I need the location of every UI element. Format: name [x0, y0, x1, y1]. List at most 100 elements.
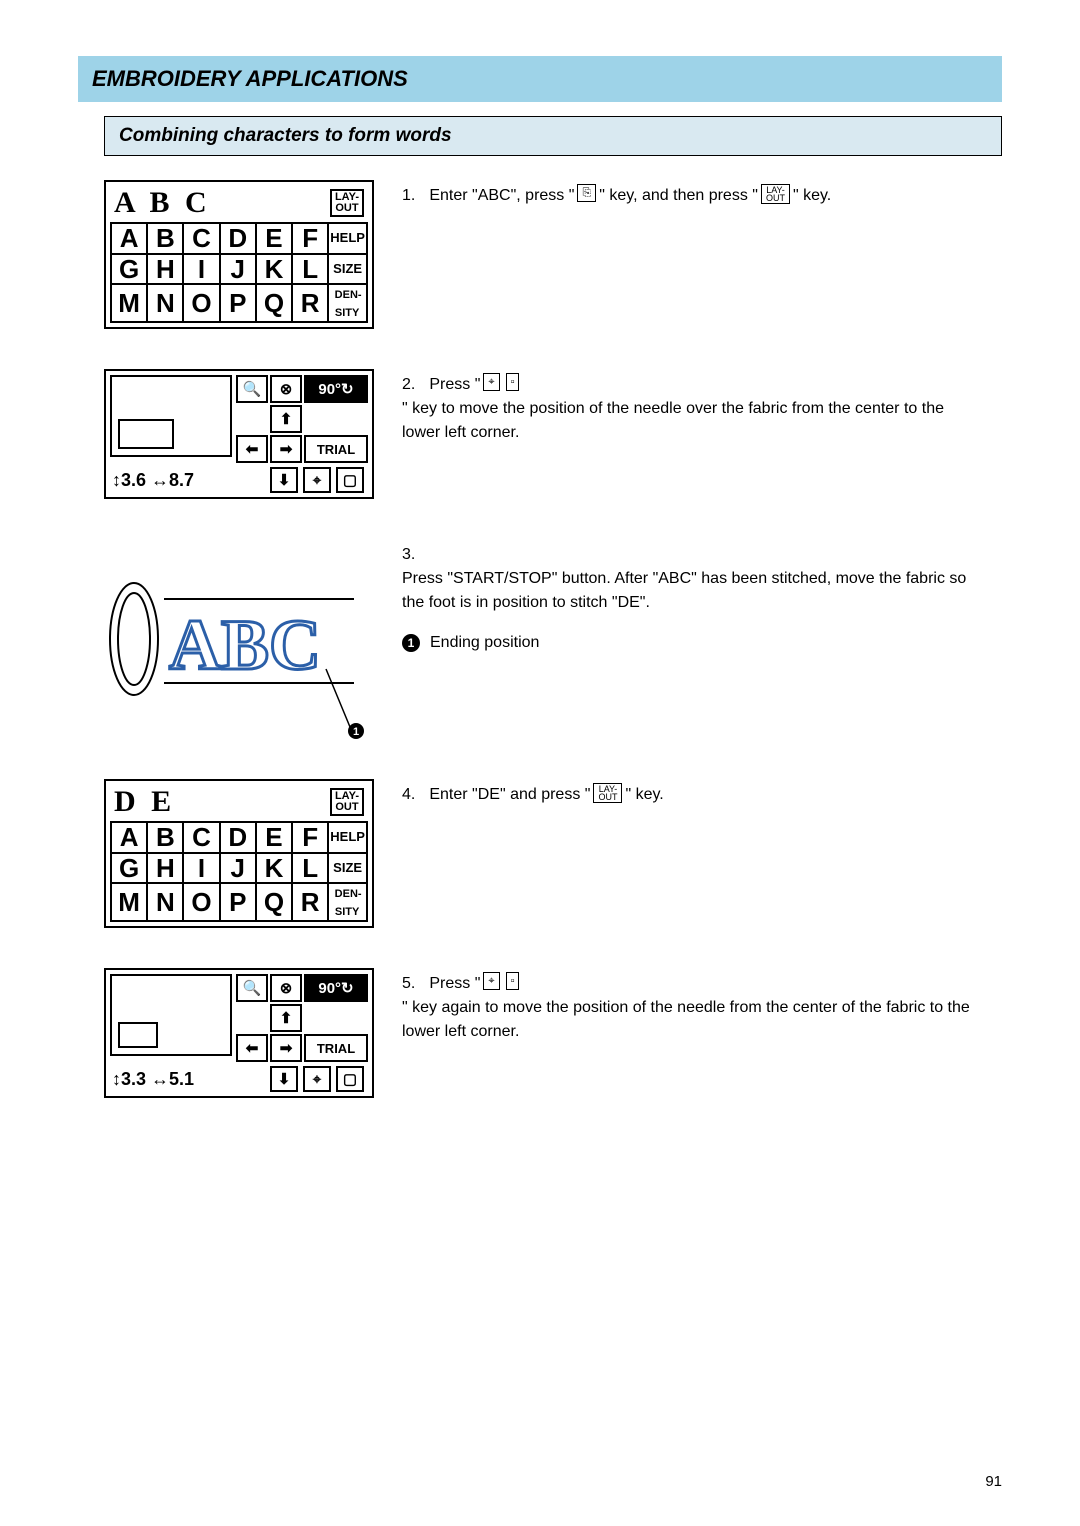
s4-p2: " key. [625, 783, 663, 807]
char-J: J [231, 254, 245, 284]
char-D: D [228, 223, 247, 253]
char-O-2: O [191, 887, 211, 917]
char-G: G [119, 254, 139, 284]
char-B: B [156, 223, 175, 253]
arrow-left-icon: ⬅ [236, 435, 268, 463]
char-G-2: G [119, 853, 139, 883]
step-3-row: ABC 1 3. Press "START/STOP" button. Afte… [104, 539, 976, 739]
trial-button: TRIAL [304, 435, 368, 463]
arrow-right-icon-2: ➡ [270, 1034, 302, 1062]
char-K: K [265, 254, 284, 284]
step-5-text: 5. Press " ⌖ ▫ " key again to move the p… [402, 968, 976, 1044]
char-M-2: M [118, 887, 140, 917]
layout-key-icon: LAY- OUT [761, 184, 790, 204]
magnify-icon-2: 🔍 [236, 974, 268, 1002]
arrow-down-icon: ⬇ [270, 467, 298, 493]
step-2-text: 2. Press " ⌖ ▫ " key to move the positio… [402, 369, 976, 445]
subsection-header: Combining characters to form words [104, 116, 1002, 156]
layout-key-label-2: LAY- OUT [330, 788, 364, 816]
corner-icon-2: ▢ [336, 1066, 364, 1092]
layout-key-icon-2: LAY- OUT [593, 783, 622, 803]
step-5-figure: 🔍 ⊗ 90°↻ ⬆ ⬅ ➡ TRIAL [104, 968, 374, 1098]
s3-text: Press "START/STOP" button. After "ABC" h… [402, 567, 976, 615]
char-P-2: P [229, 887, 246, 917]
char-L-2: L [302, 853, 318, 883]
char-A-2: A [120, 822, 139, 852]
page-number: 91 [985, 1473, 1002, 1490]
needle-key-icon-2: ⌖ [483, 972, 499, 990]
step-1-figure: A B C LAY- OUT A B C D E F HELP [104, 180, 374, 329]
section-header: EMBROIDERY APPLICATIONS [78, 56, 1002, 102]
layout-preview-2 [110, 974, 232, 1056]
subsection-title: Combining characters to form words [119, 125, 452, 146]
s1-p2: " key, and then press " [599, 184, 758, 208]
arrow-up-icon-2: ⬆ [270, 1004, 302, 1032]
needle-icon-2: ⌖ [303, 1066, 331, 1092]
char-L: L [302, 254, 318, 284]
size-label: SIZE [332, 258, 363, 279]
arrow-left-icon-2: ⬅ [236, 1034, 268, 1062]
help-label-2: HELP [329, 826, 366, 847]
hoop-diagram: ABC 1 [104, 539, 374, 739]
s4-p1: Enter "DE" and press " [429, 783, 590, 807]
char-O: O [191, 288, 211, 318]
char-I-2: I [198, 853, 205, 883]
panel-top-abc: A B C [114, 186, 211, 220]
char-P: P [229, 288, 246, 318]
s2-p2: " key to move the position of the needle… [402, 397, 976, 445]
step-5-row: 🔍 ⊗ 90°↻ ⬆ ⬅ ➡ TRIAL [104, 968, 976, 1098]
magnify-icon: 🔍 [236, 375, 268, 403]
step-3-figure: ABC 1 [104, 539, 374, 739]
step-4-figure: D E LAY- OUT A B C D E F HELP [104, 779, 374, 928]
rotate-button-2: 90°↻ [304, 974, 368, 1002]
char-Q-2: Q [264, 887, 284, 917]
char-H-2: H [156, 853, 175, 883]
letter-grid-1: A B C D E F HELP G H I J [110, 222, 368, 323]
corner-icon: ▢ [336, 467, 364, 493]
step-4-row: D E LAY- OUT A B C D E F HELP [104, 779, 976, 928]
char-B-2: B [156, 822, 175, 852]
step-num-1: 1. [402, 184, 415, 208]
panel-top-de: D E [114, 785, 175, 819]
char-D-2: D [228, 822, 247, 852]
s2-p1: Press " [429, 373, 480, 397]
size-label-2: SIZE [332, 857, 363, 878]
mirror-icon-2: ⊗ [270, 974, 302, 1002]
char-E: E [265, 223, 282, 253]
svg-text:1: 1 [353, 726, 359, 738]
corner-key-icon: ▫ [506, 373, 520, 391]
letter-grid-2: A B C D E F HELP G H I J [110, 821, 368, 922]
step-2-figure: 🔍 ⊗ 90°↻ ⬆ ⬅ ➡ TRIAL [104, 369, 374, 499]
char-I: I [198, 254, 205, 284]
content-area: A B C LAY- OUT A B C D E F HELP [104, 180, 976, 1098]
step-4-text: 4. Enter "DE" and press " LAY- OUT " key… [402, 779, 976, 807]
help-label: HELP [329, 227, 366, 248]
char-M: M [118, 288, 140, 318]
char-F: F [302, 223, 318, 253]
char-H: H [156, 254, 175, 284]
step-num-4: 4. [402, 783, 415, 807]
step-num-5: 5. [402, 972, 415, 996]
needle-icon: ⌖ [303, 467, 331, 493]
s5-p2: " key again to move the position of the … [402, 996, 976, 1044]
bullet-1-label: Ending position [430, 631, 539, 655]
arrow-right-icon: ➡ [270, 435, 302, 463]
pages-key-icon: ⎘ [577, 184, 596, 202]
char-A: A [120, 223, 139, 253]
char-C: C [192, 223, 211, 253]
step-num-3: 3. [402, 543, 415, 567]
letter-panel-1: A B C LAY- OUT A B C D E F HELP [104, 180, 374, 329]
s5-p1: Press " [429, 972, 480, 996]
s1-p1: Enter "ABC", press " [429, 184, 574, 208]
rotate-button: 90°↻ [304, 375, 368, 403]
char-E-2: E [265, 822, 282, 852]
layout-panel-2: 🔍 ⊗ 90°↻ ⬆ ⬅ ➡ TRIAL [104, 968, 374, 1098]
step-3-text: 3. Press "START/STOP" button. After "ABC… [402, 539, 976, 655]
layout-panel-1: 🔍 ⊗ 90°↻ ⬆ ⬅ ➡ TRIAL [104, 369, 374, 499]
layout-key-label: LAY- OUT [330, 189, 364, 217]
step-1-text: 1. Enter "ABC", press " ⎘ " key, and the… [402, 180, 976, 208]
char-F-2: F [302, 822, 318, 852]
corner-key-icon-2: ▫ [506, 972, 520, 990]
density-label: DEN- SITY [334, 286, 362, 322]
letter-panel-2: D E LAY- OUT A B C D E F HELP [104, 779, 374, 928]
